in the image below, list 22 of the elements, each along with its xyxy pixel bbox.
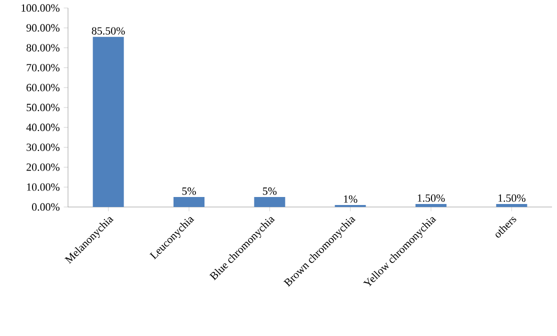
- bar: [415, 204, 446, 207]
- data-label: 1.50%: [498, 194, 526, 202]
- data-label: 1.50%: [418, 194, 445, 202]
- y-tick-label: 50.00%: [26, 104, 60, 112]
- y-tick-label: 80.00%: [26, 44, 60, 52]
- y-tick-label: 0.00%: [32, 203, 60, 211]
- y-tick-label: 90.00%: [26, 24, 60, 32]
- y-tick-label: 100.00%: [22, 4, 60, 12]
- bar: [254, 197, 286, 207]
- y-tick-label: 60.00%: [26, 84, 60, 92]
- y-tick-label: 30.00%: [26, 144, 60, 152]
- data-label: 85.50%: [92, 27, 125, 35]
- y-tick-label: 70.00%: [26, 64, 60, 72]
- data-label: 1%: [344, 195, 358, 203]
- y-tick-label: 20.00%: [26, 163, 60, 171]
- y-tick-label: 10.00%: [27, 183, 60, 191]
- bar: [174, 197, 204, 207]
- bar: [92, 36, 124, 207]
- bar: [496, 204, 528, 207]
- data-label: 5%: [263, 187, 277, 195]
- y-tick-label: 40.00%: [26, 124, 60, 132]
- data-label: 5%: [182, 187, 196, 195]
